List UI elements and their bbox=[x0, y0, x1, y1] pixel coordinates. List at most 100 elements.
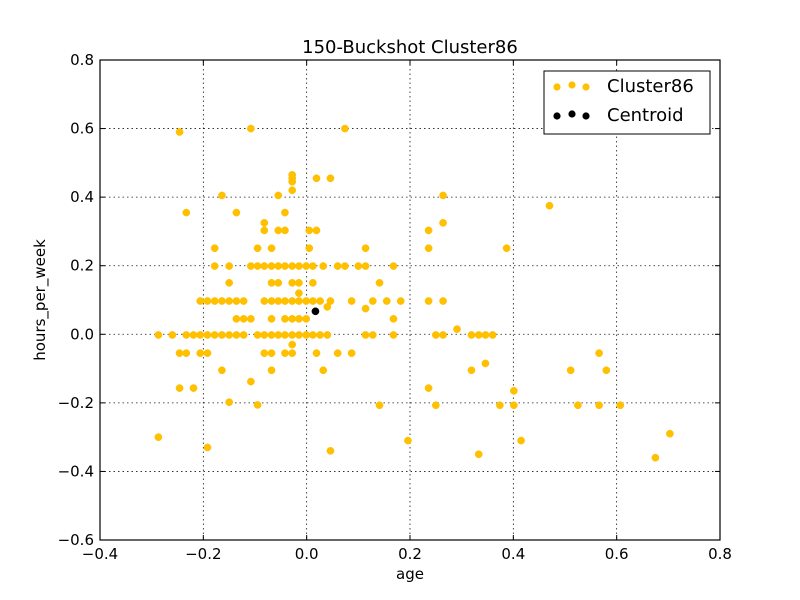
cluster86-point bbox=[288, 349, 297, 357]
cluster86-point bbox=[281, 349, 289, 357]
cluster86-point bbox=[196, 349, 205, 357]
cluster86-point bbox=[309, 279, 317, 287]
cluster86-point bbox=[323, 331, 332, 339]
y-tick-label: 0.0 bbox=[70, 325, 94, 343]
cluster86-point bbox=[295, 289, 303, 297]
cluster86-point bbox=[326, 447, 335, 455]
cluster86-point bbox=[203, 349, 212, 357]
cluster86-point bbox=[302, 331, 310, 339]
cluster86-point bbox=[247, 315, 255, 323]
cluster86-point bbox=[309, 297, 317, 305]
cluster86-point bbox=[232, 315, 241, 323]
cluster86-point bbox=[347, 297, 356, 305]
cluster86-point bbox=[288, 279, 297, 287]
cluster86-point bbox=[368, 331, 377, 339]
cluster86-point bbox=[375, 279, 384, 287]
cluster86-point bbox=[295, 279, 303, 287]
cluster86-point bbox=[274, 331, 283, 339]
cluster86-point bbox=[210, 244, 219, 253]
cluster86-point bbox=[595, 349, 603, 357]
cluster86-point bbox=[439, 191, 447, 200]
cluster86-point bbox=[368, 297, 377, 305]
cluster86-point bbox=[196, 297, 205, 305]
cluster86-point bbox=[267, 331, 276, 339]
cluster86-point bbox=[253, 262, 262, 270]
cluster86-point bbox=[288, 331, 297, 339]
cluster86-point bbox=[424, 244, 433, 253]
cluster86-point bbox=[168, 331, 177, 339]
cluster86-point bbox=[203, 443, 212, 452]
cluster86-point bbox=[312, 349, 321, 357]
cluster86-point bbox=[232, 297, 241, 305]
cluster86-point bbox=[424, 297, 433, 305]
cluster86-point bbox=[326, 174, 335, 183]
cluster86-point bbox=[361, 262, 370, 270]
cluster86-point bbox=[288, 186, 297, 195]
cluster86-point bbox=[210, 262, 219, 270]
cluster86-point bbox=[295, 331, 303, 339]
cluster86-point bbox=[225, 331, 234, 339]
cluster86-point bbox=[361, 244, 370, 253]
cluster86-point bbox=[260, 226, 269, 235]
cluster86-point bbox=[281, 315, 289, 323]
cluster86-point bbox=[281, 297, 289, 305]
cluster86-point bbox=[474, 450, 483, 459]
x-tick-label: −0.2 bbox=[185, 545, 221, 563]
cluster86-point bbox=[247, 124, 255, 133]
cluster86-point bbox=[424, 384, 433, 392]
x-tick-labels: −0.4 −0.2 0.0 0.2 0.4 0.6 0.8 bbox=[82, 545, 732, 563]
cluster86-point bbox=[651, 453, 660, 462]
cluster86-point bbox=[225, 297, 234, 305]
cluster86-point bbox=[481, 331, 490, 339]
cluster86-point bbox=[267, 366, 276, 375]
centroid-point bbox=[311, 307, 320, 316]
cluster86-point bbox=[333, 349, 342, 357]
cluster86-point bbox=[439, 297, 447, 305]
cluster86-point bbox=[260, 219, 269, 227]
legend: Cluster86 Centroid bbox=[543, 70, 711, 135]
y-tick-label: −0.6 bbox=[58, 531, 94, 549]
cluster86-point bbox=[295, 297, 303, 305]
y-tick-label: −0.4 bbox=[58, 462, 94, 480]
cluster86-point bbox=[274, 226, 283, 235]
cluster86-point bbox=[267, 297, 276, 305]
cluster86-point bbox=[347, 349, 356, 357]
cluster86-point bbox=[496, 401, 504, 410]
cluster86-point bbox=[154, 331, 163, 339]
cluster86-point bbox=[396, 297, 405, 305]
legend-label-cluster86: Cluster86 bbox=[607, 76, 694, 97]
y-tick-label: 0.6 bbox=[70, 120, 94, 138]
cluster86-point bbox=[281, 262, 289, 270]
cluster86-point bbox=[210, 331, 219, 339]
cluster86-point bbox=[253, 244, 262, 253]
legend-label-centroid: Centroid bbox=[607, 105, 684, 126]
cluster86-point bbox=[389, 331, 398, 339]
cluster86-point bbox=[502, 244, 511, 253]
cluster86-point bbox=[281, 208, 289, 217]
cluster86-point bbox=[509, 401, 518, 410]
cluster86-point bbox=[382, 297, 391, 305]
cluster86-point bbox=[274, 191, 283, 200]
cluster86-point bbox=[267, 315, 276, 323]
cluster86-point bbox=[154, 433, 163, 441]
cluster86-point bbox=[210, 297, 219, 305]
cluster86-point bbox=[295, 262, 303, 270]
cluster86-point bbox=[288, 340, 297, 349]
cluster86-point bbox=[431, 401, 440, 410]
cluster86-point bbox=[481, 359, 490, 368]
cluster86-point bbox=[312, 226, 321, 235]
cluster86-point bbox=[309, 331, 317, 339]
data-points bbox=[154, 124, 674, 462]
cluster86-point bbox=[375, 401, 384, 410]
cluster86-point bbox=[260, 331, 269, 339]
cluster86-point bbox=[182, 349, 191, 357]
chart-title: 150-Buckshot Cluster86 bbox=[302, 37, 518, 58]
cluster86-point bbox=[267, 244, 276, 253]
cluster86-point bbox=[288, 262, 297, 270]
cluster86-point bbox=[218, 331, 226, 339]
cluster86-point bbox=[309, 262, 317, 270]
cluster86-point bbox=[302, 262, 310, 270]
x-tick-label: 0.4 bbox=[501, 545, 525, 563]
